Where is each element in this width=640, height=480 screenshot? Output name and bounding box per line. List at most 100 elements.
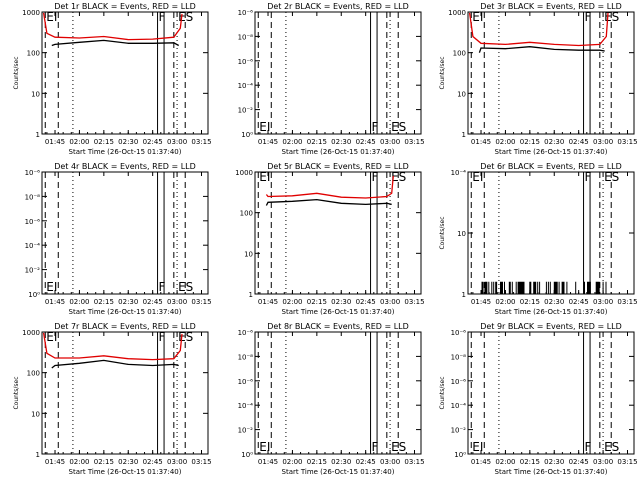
y-tick-label: 10⁻² bbox=[25, 267, 41, 275]
y-tick-label: 100 bbox=[240, 210, 253, 218]
y-tick-label: 10⁻⁸ bbox=[451, 353, 467, 361]
x-tick-label: 02:00 bbox=[495, 138, 515, 146]
y-axis-label: Counts/sec bbox=[13, 56, 20, 89]
y-tick-label: 1 bbox=[249, 291, 253, 299]
x-tick-label: 02:15 bbox=[520, 458, 540, 466]
y-tick-label: 10 bbox=[457, 90, 466, 98]
y-tick-label: 1000 bbox=[22, 9, 40, 17]
x-tick-label: 02:30 bbox=[118, 138, 138, 146]
y-tick-label: 10⁻⁶ bbox=[451, 329, 467, 337]
chart-title: Det 2r BLACK = Events, RED = LLD bbox=[267, 2, 409, 11]
y-tick-label: 10⁰ bbox=[241, 131, 253, 139]
x-axis-label: Start Time (26-Oct-15 01:37:40) bbox=[495, 148, 608, 156]
marker-label: F bbox=[159, 280, 166, 294]
x-tick-label: 02:15 bbox=[307, 298, 327, 306]
chart-title: Det 7r BLACK = Events, RED = LLD bbox=[54, 322, 196, 331]
marker-label: EI bbox=[472, 170, 483, 184]
x-tick-label: 02:30 bbox=[331, 298, 351, 306]
x-tick-label: 03:00 bbox=[380, 298, 400, 306]
plot-frame bbox=[467, 331, 635, 455]
chart-title: Det 9r BLACK = Events, RED = LLD bbox=[480, 322, 622, 331]
plot-frame bbox=[467, 11, 635, 135]
x-tick-label: 03:00 bbox=[167, 458, 187, 466]
x-tick-label: 01:45 bbox=[45, 298, 65, 306]
x-tick-label: 02:00 bbox=[282, 298, 302, 306]
chart-panel-5: Det 5r BLACK = Events, RED = LLD Start Ti… bbox=[235, 162, 424, 316]
y-tick-label: 10⁻⁴ bbox=[451, 169, 467, 177]
series-events-line bbox=[265, 198, 392, 206]
x-axis-label: Start Time (26-Oct-15 01:37:40) bbox=[282, 468, 395, 476]
x-tick-label: 01:45 bbox=[471, 298, 491, 306]
marker-label: F bbox=[585, 170, 592, 184]
y-tick-label: 10⁻⁶ bbox=[238, 58, 254, 66]
x-tick-label: 03:00 bbox=[167, 138, 187, 146]
chart-panel-3: Det 3r BLACK = Events, RED = LLD Start Ti… bbox=[439, 2, 638, 156]
y-tick-label: 10 bbox=[457, 230, 466, 238]
x-axis-label: Start Time (26-Oct-15 01:37:40) bbox=[495, 468, 608, 476]
y-tick-label: 10⁻² bbox=[238, 427, 254, 435]
x-tick-label: 03:15 bbox=[404, 458, 424, 466]
x-tick-label: 02:45 bbox=[356, 138, 376, 146]
y-tick-label: 10⁰ bbox=[241, 451, 253, 459]
x-axis-label: Start Time (26-Oct-15 01:37:40) bbox=[69, 468, 182, 476]
x-tick-label: 01:45 bbox=[258, 138, 278, 146]
x-tick-label: 03:00 bbox=[593, 138, 613, 146]
x-tick-label: 03:00 bbox=[593, 298, 613, 306]
y-tick-label: 1 bbox=[462, 131, 466, 139]
x-tick-label: 01:45 bbox=[258, 458, 278, 466]
marker-label: EI bbox=[259, 120, 270, 134]
y-tick-label: 1 bbox=[36, 451, 40, 459]
x-tick-label: 02:15 bbox=[307, 138, 327, 146]
plot-frame bbox=[41, 11, 209, 135]
y-tick-label: 1 bbox=[462, 291, 466, 299]
plot-frame bbox=[254, 171, 422, 295]
x-tick-label: 03:15 bbox=[404, 138, 424, 146]
x-tick-label: 02:15 bbox=[520, 138, 540, 146]
marker-label: F bbox=[159, 330, 166, 344]
x-tick-label: 03:15 bbox=[617, 458, 637, 466]
marker-label: EI bbox=[46, 10, 57, 24]
x-tick-label: 02:15 bbox=[94, 138, 114, 146]
y-tick-label: 10⁻⁴ bbox=[25, 242, 41, 250]
marker-label: EI bbox=[259, 440, 270, 454]
chart-title: Det 5r BLACK = Events, RED = LLD bbox=[267, 162, 409, 171]
series-lld-line bbox=[265, 175, 394, 199]
y-tick-label: 10⁻² bbox=[238, 107, 254, 115]
plot-frame bbox=[41, 171, 209, 295]
x-tick-label: 02:00 bbox=[282, 458, 302, 466]
y-tick-label: 10 bbox=[244, 250, 253, 258]
chart-title: Det 6r BLACK = Events, RED = LLD bbox=[480, 162, 622, 171]
series-events-line bbox=[51, 39, 180, 47]
chart-title: Det 1r BLACK = Events, RED = LLD bbox=[54, 2, 196, 11]
x-tick-label: 03:15 bbox=[191, 298, 211, 306]
marker-label: F bbox=[585, 10, 592, 24]
chart-panel-1: Det 1r BLACK = Events, RED = LLD Start Ti… bbox=[13, 2, 212, 156]
y-tick-label: 1 bbox=[36, 131, 40, 139]
x-tick-label: 02:30 bbox=[331, 138, 351, 146]
series-lld-line bbox=[468, 12, 609, 47]
y-tick-label: 10⁻⁴ bbox=[238, 82, 254, 90]
y-tick-label: 10⁻⁶ bbox=[238, 329, 254, 337]
x-tick-label: 03:00 bbox=[167, 298, 187, 306]
x-axis-label: Start Time (26-Oct-15 01:37:40) bbox=[69, 308, 182, 316]
plot-frame bbox=[41, 331, 209, 455]
chart-panel-9: Det 9r BLACK = Events, RED = LLD Start Ti… bbox=[439, 322, 638, 476]
y-tick-label: 10⁻⁶ bbox=[238, 9, 254, 17]
y-tick-label: 10 bbox=[31, 90, 40, 98]
plot-frame bbox=[467, 171, 635, 295]
marker-label: EI bbox=[46, 330, 57, 344]
y-tick-label: 1000 bbox=[448, 9, 466, 17]
marker-label: F bbox=[585, 440, 592, 454]
chart-title: Det 3r BLACK = Events, RED = LLD bbox=[480, 2, 622, 11]
y-tick-label: 10⁻⁸ bbox=[238, 353, 254, 361]
marker-label: EI bbox=[259, 170, 270, 184]
x-tick-label: 02:30 bbox=[118, 458, 138, 466]
x-tick-label: 03:15 bbox=[617, 138, 637, 146]
x-axis-label: Start Time (26-Oct-15 01:37:40) bbox=[282, 308, 395, 316]
marker-label: EI bbox=[472, 440, 483, 454]
x-tick-label: 01:45 bbox=[45, 458, 65, 466]
y-tick-label: 100 bbox=[27, 370, 40, 378]
x-tick-label: 02:45 bbox=[143, 138, 163, 146]
y-axis-label: Counts/sec bbox=[439, 376, 446, 409]
x-tick-label: 02:00 bbox=[282, 138, 302, 146]
